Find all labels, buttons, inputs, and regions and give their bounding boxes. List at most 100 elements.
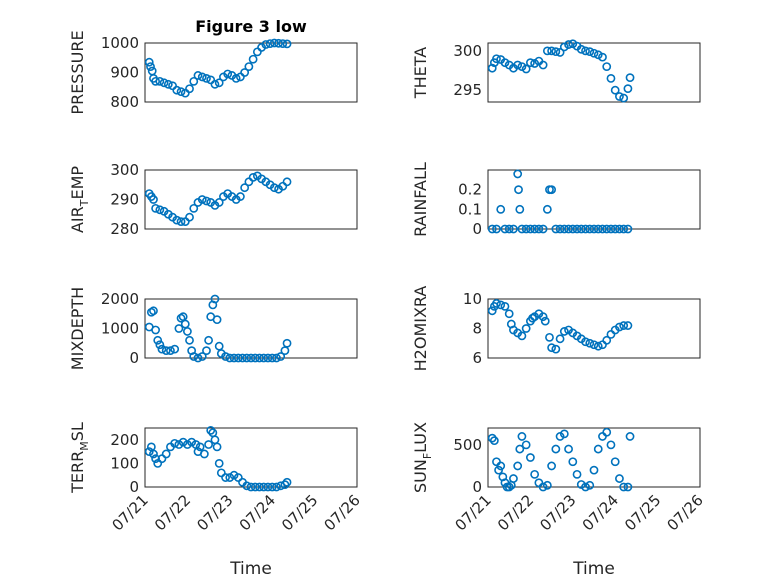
data-point	[159, 78, 169, 88]
data-point	[538, 312, 548, 322]
y-tick-label: 1000	[101, 34, 139, 52]
data-point	[581, 337, 590, 347]
data-point	[551, 344, 561, 354]
y-axis-label: THETA	[411, 47, 430, 99]
y-tick-label: 900	[110, 64, 139, 82]
data-point	[581, 482, 590, 492]
data-point	[259, 482, 269, 492]
data-point	[176, 217, 186, 227]
data-point	[274, 38, 283, 48]
data-point	[593, 444, 603, 454]
data-point	[255, 482, 264, 492]
data-point	[166, 346, 175, 356]
data-point	[280, 480, 290, 490]
data-point	[606, 74, 616, 83]
axis-box	[144, 427, 358, 488]
y-tick-label: 0.1	[458, 200, 482, 218]
data-point	[504, 224, 514, 234]
data-point	[610, 457, 620, 467]
data-point	[225, 473, 235, 482]
data-point	[248, 172, 258, 182]
y-axis-label: PRESSURE	[68, 30, 87, 114]
data-point	[263, 353, 273, 363]
data-point	[538, 224, 548, 234]
data-point	[221, 352, 230, 361]
y-tick-label: 1000	[101, 320, 139, 338]
data-point	[581, 46, 590, 56]
data-point	[564, 40, 573, 49]
data-point	[176, 87, 186, 97]
data-point	[269, 183, 279, 193]
data-point	[282, 477, 292, 487]
data-point	[602, 427, 612, 437]
data-point	[504, 482, 514, 492]
y-tick-label: 290	[110, 191, 139, 209]
y-tick-label: 300	[110, 161, 139, 179]
data-point	[149, 449, 158, 459]
data-point	[526, 58, 535, 68]
y-axis-label: H2OMIXRA	[411, 286, 430, 372]
data-point	[568, 39, 578, 49]
y-tick-label: 300	[453, 42, 482, 60]
data-point	[151, 76, 160, 86]
data-point	[255, 353, 264, 363]
data-point	[500, 301, 510, 311]
data-point	[263, 482, 273, 492]
data-point	[492, 299, 501, 308]
data-point	[515, 444, 525, 454]
data-point	[572, 224, 582, 234]
data-point	[199, 449, 209, 459]
y-tick-label: 0.2	[458, 181, 482, 199]
data-point	[530, 59, 540, 68]
axis-box	[487, 427, 701, 488]
data-point	[598, 52, 607, 62]
data-point	[282, 338, 292, 348]
data-point	[197, 72, 207, 82]
data-point	[225, 353, 235, 363]
data-point	[559, 429, 569, 439]
data-point	[144, 57, 154, 67]
data-point	[276, 352, 286, 361]
data-point	[242, 481, 252, 491]
data-point	[581, 224, 590, 234]
data-point	[214, 458, 224, 468]
data-point	[598, 224, 607, 234]
y-tick-label: 280	[110, 220, 139, 238]
data-point	[210, 79, 220, 89]
data-point	[513, 461, 523, 471]
data-point	[189, 76, 199, 86]
data-point	[517, 432, 527, 441]
data-point	[576, 224, 586, 234]
data-point	[517, 224, 527, 234]
data-point	[509, 474, 518, 483]
data-point	[242, 353, 252, 363]
data-point	[197, 195, 207, 204]
data-point	[619, 93, 629, 103]
data-point	[559, 224, 569, 234]
data-point	[233, 353, 243, 363]
data-point	[487, 63, 497, 73]
data-point	[193, 353, 203, 363]
data-point	[193, 71, 203, 80]
data-point	[615, 474, 624, 483]
data-point	[282, 39, 292, 49]
data-point	[551, 224, 561, 234]
data-point	[182, 440, 192, 449]
y-tick-label: 0	[129, 478, 139, 496]
data-point	[185, 335, 194, 345]
data-point	[542, 204, 552, 214]
data-point	[572, 469, 582, 479]
data-point	[229, 470, 239, 480]
data-point	[487, 306, 497, 316]
data-point	[155, 340, 165, 350]
data-point	[223, 69, 233, 79]
data-point	[559, 327, 569, 336]
data-point	[615, 224, 624, 234]
data-point	[534, 224, 544, 234]
y-axis-label: SUNFLUX	[411, 422, 434, 493]
data-point	[492, 224, 501, 234]
axis-box	[487, 169, 701, 230]
data-point	[602, 62, 612, 71]
y-axis-label: TERRMSL	[68, 422, 91, 494]
data-point	[163, 79, 173, 89]
